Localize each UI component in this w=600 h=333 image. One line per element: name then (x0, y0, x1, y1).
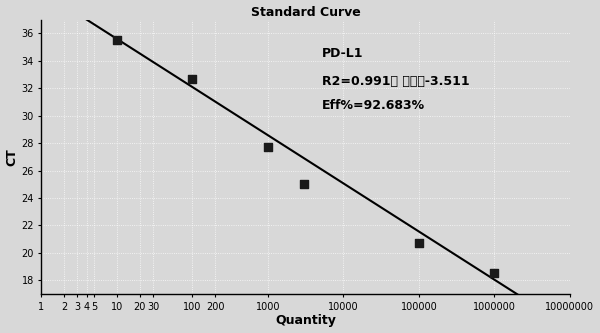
X-axis label: Quantity: Quantity (275, 314, 336, 327)
Point (112, 38, 122, 43)
Text: R2=0.991， 斜率为-3.511: R2=0.991， 斜率为-3.511 (322, 75, 470, 88)
Title: Standard Curve: Standard Curve (251, 6, 361, 19)
Text: Eff%=92.683%: Eff%=92.683% (322, 99, 425, 112)
Point (188, 76, 197, 81)
Point (414, 241, 424, 246)
Point (299, 181, 309, 187)
Point (263, 145, 273, 150)
Point (490, 271, 499, 276)
Text: PD-L1: PD-L1 (322, 47, 364, 60)
Y-axis label: CT: CT (5, 148, 19, 166)
